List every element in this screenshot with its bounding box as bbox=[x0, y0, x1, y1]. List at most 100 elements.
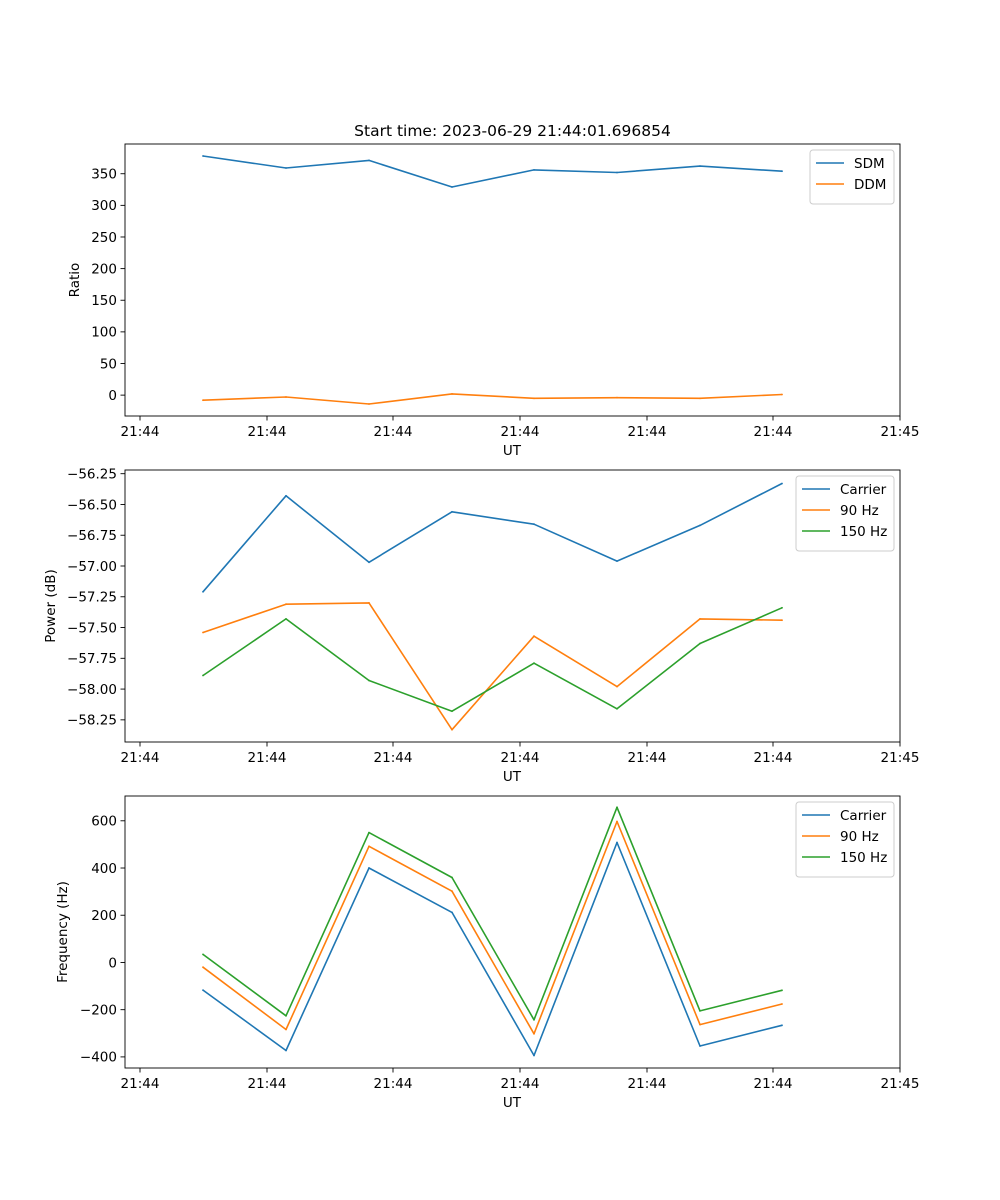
x-tick-label: 21:44 bbox=[754, 424, 793, 440]
x-tick-label: 21:44 bbox=[374, 424, 413, 440]
figure-title: Start time: 2023-06-29 21:44:01.696854 bbox=[354, 122, 671, 140]
y-tick-label: −56.50 bbox=[67, 497, 117, 513]
data-point-ddm bbox=[202, 399, 204, 402]
data-point-90-hz bbox=[699, 1023, 701, 1026]
x-tick-label: 21:44 bbox=[501, 424, 540, 440]
legend-label-90-hz: 90 Hz bbox=[840, 829, 879, 845]
chart-panels: 21:44 21:44 21:44 21:44 21:44 21:44 21:45 UT 0 50… bbox=[43, 143, 920, 1111]
y-tick-label: −56.25 bbox=[67, 466, 117, 482]
data-point-ddm bbox=[616, 396, 618, 399]
axes-frame bbox=[124, 469, 901, 743]
legend-label-90-hz: 90 Hz bbox=[840, 503, 879, 519]
data-point-150-hz bbox=[781, 606, 783, 609]
data-point-carrier bbox=[533, 1054, 535, 1057]
y-tick-label: 200 bbox=[91, 261, 117, 277]
data-point-150-hz bbox=[202, 953, 204, 956]
y-tick-label: −56.75 bbox=[67, 528, 117, 544]
data-point-ddm bbox=[451, 393, 453, 395]
y-tick-label: −58.25 bbox=[67, 713, 117, 729]
y-tick-label: 200 bbox=[91, 908, 117, 924]
x-tick-label: 21:44 bbox=[121, 1076, 160, 1092]
data-point-carrier bbox=[202, 989, 204, 991]
series-line-carrier bbox=[202, 841, 783, 1057]
data-point-sdm bbox=[616, 171, 618, 174]
legend: SDM DDM bbox=[809, 149, 895, 205]
data-point-90-hz bbox=[616, 820, 618, 823]
data-point-ddm bbox=[781, 393, 783, 396]
data-point-carrier bbox=[368, 561, 370, 564]
x-tick-label: 21:44 bbox=[754, 1076, 793, 1092]
x-tick-label: 21:44 bbox=[248, 1076, 287, 1092]
data-point-carrier bbox=[285, 1049, 287, 1052]
data-point-90-hz bbox=[368, 602, 370, 604]
chart-panel-1: 21:44 21:44 21:44 21:44 21:44 21:44 21:45 UT 0 50… bbox=[67, 143, 920, 459]
data-point-150-hz bbox=[285, 618, 287, 620]
data-point-90-hz bbox=[616, 685, 618, 688]
data-point-150-hz bbox=[451, 710, 453, 713]
x-tick-label: 21:44 bbox=[628, 1076, 667, 1092]
data-point-150-hz bbox=[202, 674, 204, 677]
y-axis-label: Frequency (Hz) bbox=[55, 881, 71, 983]
data-point-carrier bbox=[699, 524, 701, 527]
data-point-carrier bbox=[368, 867, 370, 869]
y-tick-label: 250 bbox=[91, 230, 117, 246]
x-tick-label: 21:44 bbox=[374, 1076, 413, 1092]
x-tick-label: 21:45 bbox=[881, 1076, 920, 1092]
data-point-150-hz bbox=[699, 642, 701, 645]
data-point-carrier bbox=[616, 841, 618, 844]
data-point-carrier bbox=[781, 482, 783, 485]
data-point-carrier bbox=[202, 590, 204, 593]
y-tick-label: 150 bbox=[91, 293, 117, 309]
data-point-sdm bbox=[699, 165, 701, 168]
legend-box bbox=[795, 475, 895, 552]
data-point-carrier bbox=[285, 494, 287, 497]
data-point-90-hz bbox=[533, 635, 535, 638]
y-tick-label: −58.00 bbox=[67, 682, 117, 698]
series-line-sdm bbox=[202, 155, 783, 188]
series-line-90-hz bbox=[202, 820, 783, 1035]
data-point-90-hz bbox=[285, 1028, 287, 1031]
x-tick-label: 21:44 bbox=[248, 424, 287, 440]
data-point-150-hz bbox=[699, 1010, 701, 1012]
legend: Carrier 90 Hz 150 Hz bbox=[795, 475, 895, 552]
data-point-sdm bbox=[533, 169, 535, 171]
legend-label-sdm: SDM bbox=[854, 156, 885, 172]
data-point-ddm bbox=[368, 403, 370, 405]
data-point-ddm bbox=[285, 396, 287, 398]
data-point-90-hz bbox=[781, 619, 783, 622]
y-tick-label: −57.25 bbox=[67, 590, 117, 606]
x-tick-label: 21:45 bbox=[881, 424, 920, 440]
x-tick-label: 21:44 bbox=[628, 424, 667, 440]
data-point-90-hz bbox=[202, 966, 204, 969]
y-tick-label: −200 bbox=[80, 1002, 117, 1018]
x-tick-label: 21:44 bbox=[121, 424, 160, 440]
axes-frame bbox=[124, 795, 901, 1069]
data-point-90-hz bbox=[368, 845, 370, 848]
y-tick-label: 400 bbox=[91, 861, 117, 877]
x-tick-label: 21:44 bbox=[501, 750, 540, 766]
y-tick-label: 0 bbox=[108, 388, 117, 404]
data-point-150-hz bbox=[451, 876, 453, 879]
chart-panel-3: 21:44 21:44 21:44 21:44 21:44 21:44 21:45 UT −40… bbox=[55, 795, 920, 1111]
y-axis-label: Ratio bbox=[67, 263, 83, 298]
x-tick-label: 21:44 bbox=[754, 750, 793, 766]
x-axis-label: UT bbox=[503, 443, 522, 459]
data-point-90-hz bbox=[451, 728, 453, 731]
data-point-carrier bbox=[533, 523, 535, 526]
legend: Carrier 90 Hz 150 Hz bbox=[795, 801, 895, 878]
x-axis-label: UT bbox=[503, 769, 522, 785]
data-point-carrier bbox=[699, 1045, 701, 1047]
legend-label-carrier: Carrier bbox=[840, 482, 887, 498]
data-point-90-hz bbox=[781, 1003, 783, 1005]
data-point-150-hz bbox=[616, 707, 618, 710]
y-tick-label: 100 bbox=[91, 325, 117, 341]
data-point-150-hz bbox=[533, 1018, 535, 1021]
series-line-150-hz bbox=[202, 607, 783, 713]
y-tick-label: 0 bbox=[108, 955, 117, 971]
series-line-150-hz bbox=[202, 806, 783, 1021]
y-tick-label: −57.50 bbox=[67, 620, 117, 636]
data-point-90-hz bbox=[285, 603, 287, 606]
data-point-sdm bbox=[781, 170, 783, 173]
legend-label-ddm: DDM bbox=[854, 177, 886, 193]
